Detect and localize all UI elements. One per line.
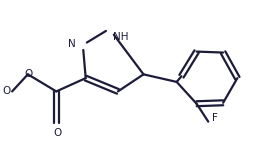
Text: N: N: [68, 39, 76, 49]
Text: F: F: [212, 113, 218, 123]
Text: O: O: [2, 86, 10, 96]
Text: NH: NH: [113, 32, 129, 42]
Text: O: O: [24, 69, 32, 79]
Text: O: O: [53, 128, 61, 138]
